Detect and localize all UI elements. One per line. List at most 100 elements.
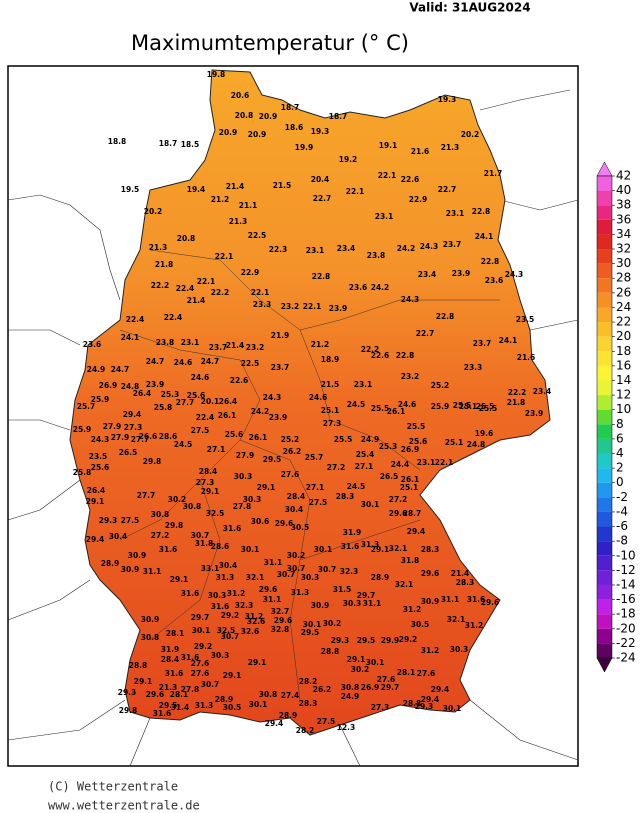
station-temperature: 22.8 [436, 312, 455, 321]
station-temperature: 24.3 [401, 295, 420, 304]
station-temperature: 18.9 [321, 355, 340, 364]
station-temperature: 20.8 [177, 234, 196, 243]
station-temperature: 26.6 [139, 432, 158, 441]
colorbar-tick-label: 26 [616, 285, 631, 299]
station-temperature: 27.3 [371, 703, 390, 712]
station-temperature: 21.3 [441, 143, 460, 152]
colorbar-band [597, 190, 612, 206]
station-temperature: 27.2 [151, 531, 170, 540]
station-temperature: 29.3 [118, 688, 137, 697]
station-temperature: 25.8 [154, 403, 173, 412]
colorbar-outline [596, 175, 613, 659]
station-temperature: 22.2 [151, 281, 170, 290]
station-temperature: 31.6 [467, 595, 486, 604]
station-temperature: 30.9 [141, 615, 160, 624]
station-temperature: 19.1 [379, 141, 398, 150]
colorbar-tick-label: 40 [616, 183, 631, 197]
station-temperature: 26.1 [401, 475, 420, 484]
station-temperature: 26.2 [283, 447, 302, 456]
station-temperature: 24.5 [174, 440, 193, 449]
station-temperature: 31.3 [216, 573, 235, 582]
station-temperature: 29.5 [301, 628, 320, 637]
colorbar-tick-label: -18 [616, 607, 636, 621]
station-temperature: 18.7 [329, 112, 348, 121]
station-temperature: 29.5 [159, 701, 178, 710]
station-temperature: 26.9 [99, 381, 118, 390]
station-temperature: 30.3 [234, 472, 253, 481]
colorbar-band [597, 336, 612, 352]
station-temperature: 28.7 [403, 509, 422, 518]
station-temperature: 23.7 [209, 343, 228, 352]
station-temperature: 31.2 [245, 612, 264, 621]
station-temperature: 27.2 [327, 463, 346, 472]
station-temperature: 27.6 [377, 675, 396, 684]
station-temperature: 27.1 [207, 445, 226, 454]
station-temperature: 26.4 [133, 389, 152, 398]
station-temperature: 24.6 [398, 400, 417, 409]
colorbar-band [597, 365, 612, 381]
neighbour-borders [7, 89, 579, 767]
station-temperature: 18.7 [159, 139, 178, 148]
station-temperature: 30.3 [211, 651, 230, 660]
station-temperature: 23.1 [417, 458, 436, 467]
colorbar-tick-label: 36 [616, 212, 631, 226]
station-temperature: 30.8 [151, 510, 170, 519]
colorbar-band [597, 628, 612, 644]
station-temperature: 29.1 [86, 497, 105, 506]
station-temperature: 31.6 [181, 653, 200, 662]
website: www.wetterzentrale.de [48, 799, 200, 813]
station-temperature: 30.1 [241, 545, 260, 554]
colorbar-band [597, 409, 612, 425]
station-temperature: 21.4 [187, 296, 206, 305]
station-temperature: 25.2 [431, 381, 450, 390]
station-temperature: 27.5 [309, 498, 328, 507]
station-temperature: 26.2 [313, 685, 332, 694]
station-temperature: 29.1 [201, 487, 220, 496]
station-temperature: 29.1 [371, 545, 390, 554]
station-temperature: 28.4 [287, 492, 306, 501]
station-temperature: 31.6 [165, 669, 184, 678]
station-temperature: 30.4 [285, 505, 304, 514]
station-temperature: 30.8 [259, 690, 278, 699]
station-temperature: 31.2 [465, 621, 484, 630]
station-temperature: 23.9 [452, 269, 471, 278]
station-temperature: 29.1 [170, 575, 189, 584]
station-temperature: 24.1 [499, 336, 518, 345]
station-temperature: 30.1 [361, 500, 380, 509]
station-temperature: 19.2 [339, 155, 358, 164]
station-temperature: 30.1 [303, 620, 322, 629]
station-labels: 19.8 20.6 18.7 20.8 20.9 18.6 19.3 18.7 18.8 18.7… [73, 70, 552, 735]
colorbar-band [597, 555, 612, 571]
colorbar-tick-label: 42 [616, 169, 631, 183]
station-temperature: 30.6 [251, 517, 270, 526]
station-temperature: 25.6 [187, 391, 206, 400]
station-temperature: 30.1 [314, 545, 333, 554]
station-temperature: 28.2 [296, 726, 315, 735]
station-temperature: 31.3 [291, 588, 310, 597]
station-temperature: 24.3 [91, 435, 110, 444]
station-temperature: 23.1 [446, 209, 465, 218]
colorbar-tick-label: -4 [616, 504, 628, 518]
colorbar-band [597, 497, 612, 512]
station-temperature: 27.2 [389, 495, 408, 504]
station-temperature: 22.4 [126, 315, 145, 324]
station-temperature: 12.3 [337, 723, 356, 732]
station-temperature: 25.5 [371, 404, 390, 413]
station-temperature: 27.6 [417, 669, 436, 678]
station-temperature: 28.8 [129, 661, 148, 670]
station-temperature: 21.3 [159, 683, 178, 692]
station-temperature: 26.4 [87, 486, 106, 495]
station-temperature: 27.3 [196, 478, 215, 487]
colorbar-band [597, 482, 612, 498]
station-temperature: 23.1 [354, 380, 373, 389]
colorbar-tick-label: -12 [616, 563, 636, 577]
station-temperature: 22.1 [303, 302, 322, 311]
station-temperature: 31.1 [363, 599, 382, 608]
station-temperature: 31.1 [143, 567, 162, 576]
station-temperature: 22.8 [472, 207, 491, 216]
station-temperature: 25.3 [161, 390, 180, 399]
station-temperature: 27.6 [191, 659, 210, 668]
station-temperature: 32.8 [271, 625, 290, 634]
station-temperature: 29.7 [191, 613, 210, 622]
